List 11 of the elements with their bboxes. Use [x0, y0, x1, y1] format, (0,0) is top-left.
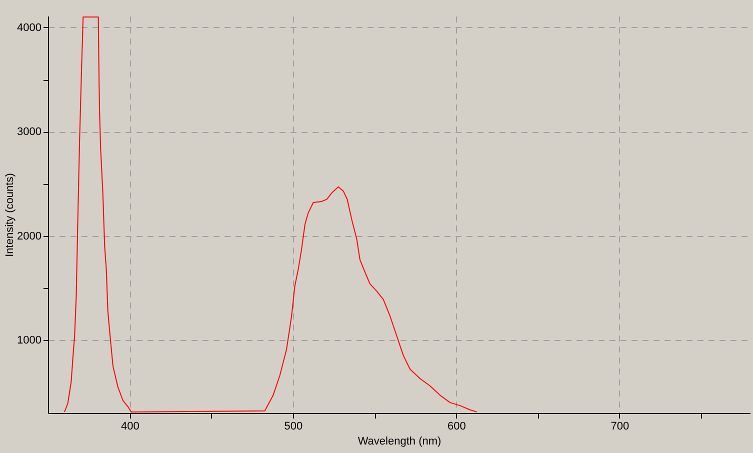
- line-series: [64, 16, 478, 412]
- y-tick-label: 4000: [17, 22, 42, 34]
- y-tick-label: 2000: [17, 230, 42, 242]
- x-axis-title: Wavelength (nm): [358, 436, 442, 448]
- x-tick-label: 600: [447, 420, 466, 432]
- y-axis-title: Intensity (counts): [4, 173, 16, 257]
- x-tick-label: 400: [120, 420, 140, 432]
- x-tick-label: 500: [284, 420, 303, 432]
- x-tick-label: 700: [610, 420, 630, 432]
- y-tick-label: 3000: [17, 126, 42, 138]
- y-tick-label: 1000: [17, 334, 42, 347]
